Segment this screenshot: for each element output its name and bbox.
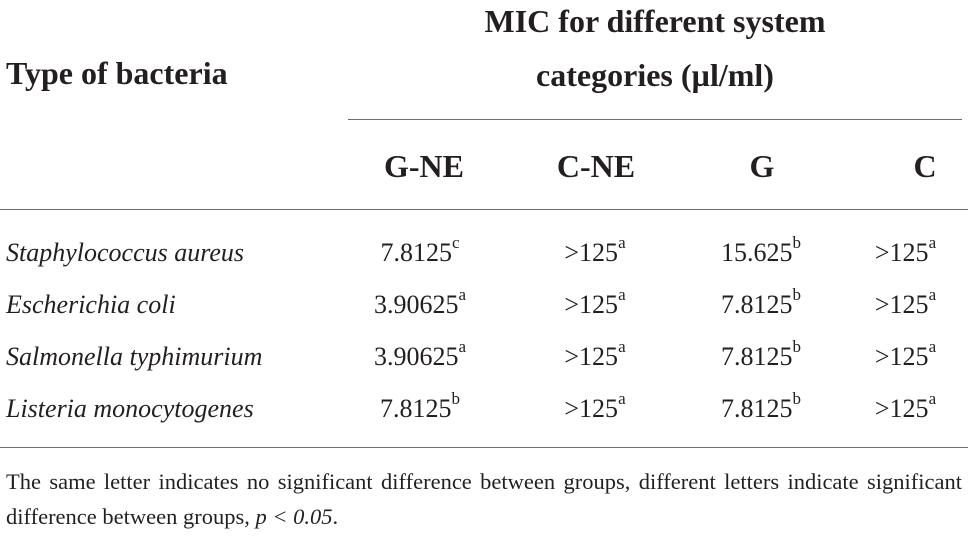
p-value-symbol: p xyxy=(255,504,267,529)
mic-cell-g: 7.8125b xyxy=(721,389,801,423)
significance-letter: a xyxy=(618,389,626,409)
mic-cell-g: 15.625b xyxy=(721,233,801,267)
column-header-c-ne: C-NE xyxy=(556,148,636,184)
significance-letter: a xyxy=(928,233,937,253)
significance-letter: a xyxy=(928,337,937,357)
group-header-line-1: MIC for different system xyxy=(484,3,826,39)
mic-cell-c-ne: >125a xyxy=(564,233,626,267)
table-footnote: The same letter indicates no significant… xyxy=(6,469,962,529)
header-rule xyxy=(0,209,968,210)
bacteria-name: Escherichia coli xyxy=(6,290,176,319)
significance-letter: a xyxy=(928,389,937,409)
significance-letter: b xyxy=(792,337,802,357)
column-header-g-ne: G-NE xyxy=(384,148,464,184)
mic-cell-g: 7.8125b xyxy=(721,285,801,319)
mic-cell-c-ne: >125a xyxy=(564,389,626,423)
significance-letter: c xyxy=(451,233,460,253)
bacteria-name: Staphylococcus aureus xyxy=(6,238,245,267)
significance-letter: a xyxy=(928,285,937,305)
mic-cell-c: >125a xyxy=(874,233,937,267)
bacteria-name: Listeria monocytogenes xyxy=(6,394,254,423)
significance-letter: b xyxy=(451,389,461,409)
column-header-c: C xyxy=(913,148,937,184)
mic-cell-g-ne: 7.8125c xyxy=(380,233,460,267)
mic-cell-g-ne: 7.8125b xyxy=(380,389,460,423)
mic-cell-c: >125a xyxy=(874,337,937,371)
mic-cell-c: >125a xyxy=(874,389,937,423)
mic-cell-c: >125a xyxy=(874,285,937,319)
mic-cell-g-ne: 3.90625a xyxy=(373,285,467,319)
mic-cell-c-ne: >125a xyxy=(564,337,626,371)
mic-cell-g: 7.8125b xyxy=(721,337,801,371)
bacteria-name: Salmonella typhimurium xyxy=(6,342,263,371)
p-value-threshold: < 0.05 xyxy=(266,504,333,529)
mic-cell-c-ne: >125a xyxy=(564,285,626,319)
significance-letter: a xyxy=(458,337,467,357)
mic-cell-g-ne: 3.90625a xyxy=(373,337,467,371)
significance-letter: a xyxy=(618,337,626,357)
significance-letter: a xyxy=(618,285,626,305)
significance-letter: b xyxy=(792,389,802,409)
row-header: Type of bacteria xyxy=(6,55,228,91)
table-bottom-rule xyxy=(0,447,968,448)
group-header-line-2: categories (µl/ml) xyxy=(536,57,774,93)
significance-letter: a xyxy=(618,233,626,253)
group-header-rule xyxy=(348,119,962,120)
column-header-g: G xyxy=(749,148,775,184)
significance-letter: b xyxy=(792,233,802,253)
significance-letter: a xyxy=(458,285,467,305)
significance-letter: b xyxy=(792,285,802,305)
